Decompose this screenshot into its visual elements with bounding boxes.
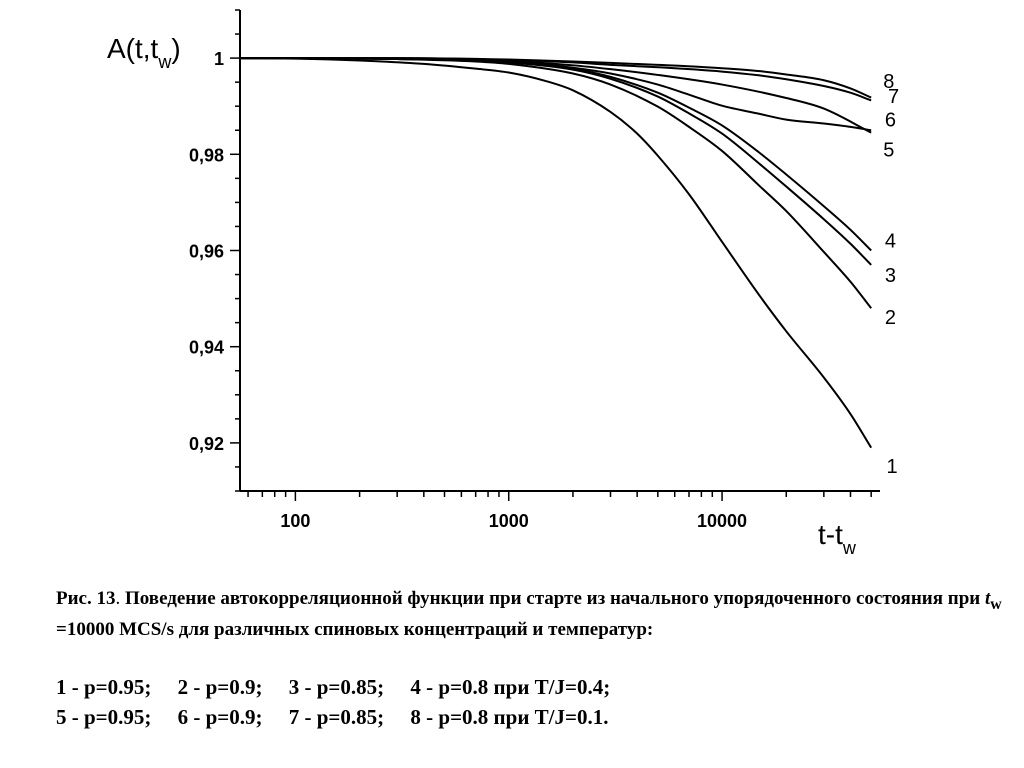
curve-1 bbox=[239, 57, 873, 449]
curve-5 bbox=[240, 57, 872, 132]
curves bbox=[239, 57, 873, 449]
curve-label-7: 7 bbox=[888, 86, 899, 108]
y-tick-label: 0,98 bbox=[189, 145, 224, 165]
curve-labels: 876 5 4 3 2 1 bbox=[883, 71, 899, 478]
legend: 1 - p=0.95; 2 - p=0.9; 3 - p=0.85; 4 - p… bbox=[56, 672, 610, 732]
x-tick-label: 100 bbox=[280, 511, 310, 531]
curve-label-5: 5 bbox=[883, 139, 894, 161]
x-axis-title: t-tw bbox=[818, 519, 857, 558]
curve-label-2: 2 bbox=[885, 307, 896, 329]
curve-3 bbox=[240, 57, 872, 266]
curve-8 bbox=[240, 57, 872, 99]
curve-label-6: 6 bbox=[885, 110, 896, 132]
figure-caption: Рис. 13. Поведение автокорреляционной фу… bbox=[56, 588, 1002, 640]
autocorrelation-chart: 100 1000 10000 1 0,98 0,96 0,94 0,92 876 5 4 3 2 1 A… bbox=[107, 9, 899, 558]
caption-prefix: Рис. 13 bbox=[56, 588, 116, 609]
y-tick-label: 0,96 bbox=[189, 242, 224, 262]
x-tick-label: 10000 bbox=[697, 511, 747, 531]
legend-row-2: 5 - p=0.95; 6 - p=0.9; 7 - p=0.85; 8 - p… bbox=[56, 705, 609, 729]
curve-label-1: 1 bbox=[887, 456, 898, 478]
legend-row-1: 1 - p=0.95; 2 - p=0.9; 3 - p=0.85; 4 - p… bbox=[56, 675, 611, 699]
y-tick-label: 1 bbox=[214, 49, 224, 69]
y-tick-label: 0,92 bbox=[189, 434, 224, 454]
curve-label-4: 4 bbox=[885, 230, 896, 252]
y-tick-label: 0,94 bbox=[189, 338, 224, 358]
axes: 100 1000 10000 1 0,98 0,96 0,94 0,92 bbox=[189, 9, 880, 531]
y-axis-title: A(t,tw) bbox=[107, 33, 181, 72]
curve-label-8: 8 bbox=[883, 71, 894, 93]
curve-4 bbox=[240, 57, 872, 252]
curve-label-3: 3 bbox=[885, 265, 896, 287]
x-tick-label: 1000 bbox=[489, 511, 529, 531]
